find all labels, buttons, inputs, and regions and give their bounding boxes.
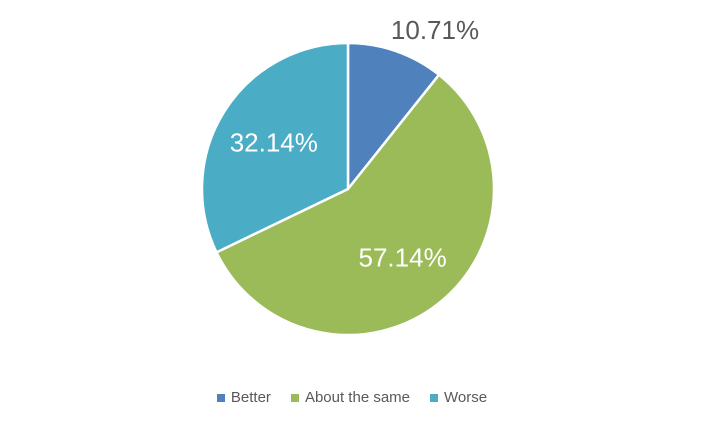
pie-slice-better [346, 41, 441, 191]
legend-swatch-about-the-same [290, 393, 299, 402]
pie-slice-worse [200, 41, 350, 254]
legend-swatch-worse [430, 393, 439, 402]
legend-item-better: Better [216, 389, 271, 406]
legend-label-better: Better [230, 389, 271, 406]
legend-item-about-the-same: About the same [290, 389, 411, 406]
data-label-better: 10.71% [391, 15, 479, 45]
legend-label-about-the-same: About the same [304, 389, 411, 406]
legend-item-worse: Worse [430, 389, 487, 406]
chart-legend: Better About the same Worse [0, 389, 704, 406]
pie-slice-about-the-same [215, 73, 496, 337]
data-label-about-the-same: 57.14% [359, 243, 447, 273]
legend-label-worse: Worse [444, 389, 488, 406]
data-label-worse: 32.14% [230, 127, 318, 157]
legend-swatch-better [216, 393, 225, 402]
